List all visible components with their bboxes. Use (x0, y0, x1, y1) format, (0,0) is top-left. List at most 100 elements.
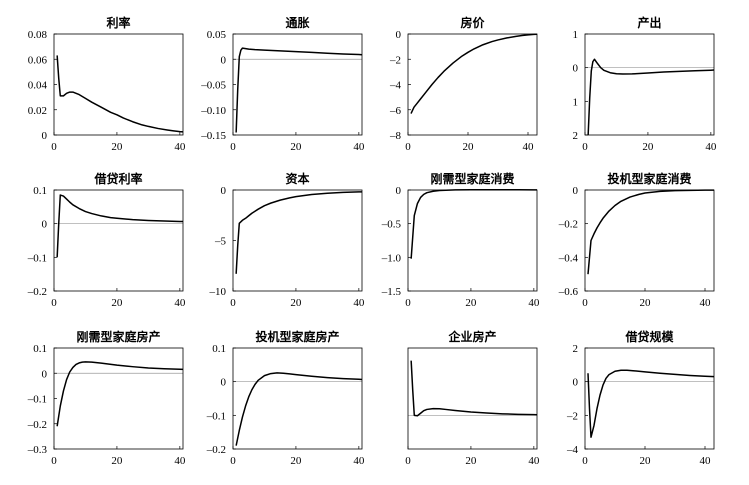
y-tick-label: 0 (42, 130, 48, 142)
x-tick-label: 20 (640, 297, 652, 309)
panel-2: 通胀 0 20 40 0.05 0 –0.05 –0.10 –0.15 (200, 15, 365, 153)
x-tick-label: 40 (174, 141, 186, 153)
response-line (587, 369, 715, 438)
x-tick-label: 0 (405, 455, 411, 467)
y-tick-label: –8 (389, 130, 402, 142)
y-tick-label: 0 (573, 185, 579, 197)
y-tick-label: –0.05 (200, 80, 226, 92)
y-tick-label: –0.1 (27, 394, 47, 406)
response-line (410, 188, 537, 259)
panel-5: 借贷利率 0 20 40 0.1 0 –0.1 –0.2 (27, 171, 186, 309)
y-tick-label: 0 (42, 219, 48, 231)
plot-frame (407, 347, 538, 450)
panel-9: 刚需型家庭房产 0 20 40 0.1 0 –0.1 –0.2 –0.3 (27, 329, 186, 467)
x-tick-label: 0 (405, 297, 411, 309)
x-tick-label: 40 (528, 297, 540, 309)
response-line (410, 33, 538, 114)
x-tick-label: 40 (174, 455, 186, 467)
x-tick-label: 0 (230, 455, 236, 467)
y-tick-label: 0 (573, 63, 579, 75)
y-tick-label: –1.0 (381, 252, 402, 264)
x-tick-label: 40 (174, 297, 186, 309)
x-tick-label: 0 (582, 141, 588, 153)
x-tick-label: 20 (290, 455, 302, 467)
panel-7: 刚需型家庭消费 0 20 40 0 –0.5 –1.0 –1.5 (381, 171, 540, 309)
y-tick-label: –0.5 (381, 219, 402, 231)
panel-title: 借贷规模 (624, 329, 674, 344)
y-tick-label: 0.02 (28, 105, 47, 117)
y-tick-label: 1 (573, 29, 579, 41)
response-line (56, 194, 184, 258)
x-tick-label: 20 (463, 141, 475, 153)
y-tick-label: 0.1 (33, 185, 47, 197)
x-tick-label: 20 (465, 297, 477, 309)
y-tick-label: 1 (573, 96, 579, 108)
y-tick-label: –4 (566, 444, 579, 456)
x-tick-label: 0 (51, 141, 57, 153)
x-tick-label: 40 (700, 297, 712, 309)
y-tick-label: 0.04 (28, 80, 48, 92)
plot-frame (232, 347, 363, 450)
y-tick-label: 0.05 (207, 29, 227, 41)
x-tick-label: 40 (523, 141, 535, 153)
response-line (587, 58, 715, 136)
panel-title: 房价 (460, 15, 485, 30)
response-line (235, 372, 363, 446)
panel-title: 通胀 (285, 15, 309, 30)
x-tick-label: 20 (465, 455, 477, 467)
y-tick-label: –0.1 (206, 410, 226, 422)
y-tick-label: –0.2 (27, 419, 47, 431)
x-tick-label: 0 (230, 141, 236, 153)
x-tick-label: 20 (111, 141, 123, 153)
response-line (56, 361, 184, 427)
panel-8: 投机型家庭消费 0 20 40 0 –0.2 –0.4 –0.6 (558, 171, 715, 309)
response-line (56, 55, 184, 133)
y-tick-label: –0.6 (558, 286, 579, 298)
x-tick-label: 40 (700, 455, 712, 467)
panel-4: 产出 0 20 40 1 0 1 2 (573, 15, 717, 153)
response-line (235, 47, 363, 133)
y-tick-label: 0.1 (212, 343, 226, 355)
x-tick-label: 0 (51, 455, 57, 467)
x-tick-label: 0 (51, 297, 57, 309)
panel-1: 利率 0 20 40 0.08 0.06 0.04 0.02 0 (28, 15, 186, 153)
plot-frame (53, 189, 184, 292)
y-tick-label: 0 (221, 185, 227, 197)
y-tick-label: –0.2 (27, 286, 47, 298)
panel-title: 投机型家庭消费 (607, 171, 691, 186)
y-tick-label: –10 (209, 286, 227, 298)
y-tick-label: –2 (389, 54, 401, 66)
x-tick-label: 0 (405, 141, 411, 153)
y-tick-label: 0 (221, 54, 227, 66)
panel-3: 房价 0 20 40 0 –2 –4 –6 –8 (389, 15, 538, 153)
y-tick-label: –0.15 (200, 130, 226, 142)
y-tick-label: 2 (573, 343, 579, 355)
x-tick-label: 40 (528, 455, 540, 467)
plot-frame (53, 347, 184, 450)
x-tick-label: 0 (582, 455, 588, 467)
x-tick-label: 40 (705, 141, 717, 153)
y-tick-label: 0.06 (28, 54, 48, 66)
panel-title: 借贷利率 (93, 171, 142, 186)
response-line (235, 191, 363, 274)
y-tick-label: –0.1 (27, 252, 47, 264)
x-tick-label: 20 (642, 141, 654, 153)
y-tick-label: –0.4 (558, 252, 579, 264)
y-tick-label: –1.5 (381, 286, 402, 298)
panel-title: 利率 (106, 15, 130, 30)
panel-title: 产出 (637, 15, 661, 30)
y-tick-label: –6 (389, 105, 402, 117)
x-tick-label: 0 (582, 297, 588, 309)
y-tick-label: 0 (396, 185, 402, 197)
y-tick-label: 0 (573, 377, 579, 389)
y-tick-label: –0.10 (200, 105, 226, 117)
x-tick-label: 40 (353, 297, 365, 309)
panel-title: 投机型家庭房产 (255, 329, 339, 344)
x-tick-label: 0 (230, 297, 236, 309)
panel-title: 企业房产 (447, 329, 496, 344)
response-line (587, 189, 715, 275)
x-tick-label: 20 (640, 455, 652, 467)
x-tick-label: 40 (353, 455, 365, 467)
x-tick-label: 20 (111, 455, 123, 467)
